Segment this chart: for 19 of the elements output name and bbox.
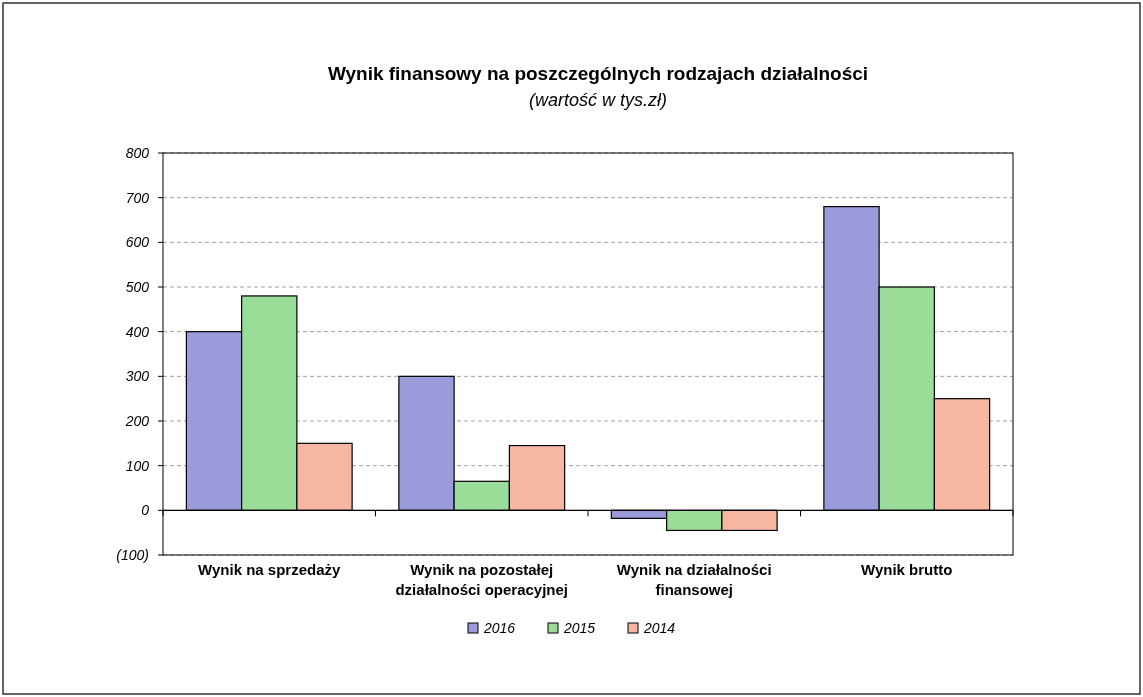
y-tick-label: 800	[125, 144, 150, 161]
y-tick-label: (100)	[116, 546, 149, 563]
x-tick-label: Wynik na działalności finansowej	[616, 561, 772, 598]
y-tick-label: 200	[124, 412, 150, 429]
y-tick-label: 700	[125, 189, 150, 206]
chart-subtitle: (wartość w tys.zł)	[528, 90, 668, 110]
legend-label: 2014	[643, 620, 676, 636]
y-tick-label: 300	[125, 368, 150, 385]
y-tick-label: 400	[125, 323, 150, 340]
y-tick-label: 100	[125, 457, 150, 474]
y-tick-label: 600	[125, 234, 150, 251]
legend-label: 2015	[563, 620, 596, 636]
legend-label: 2016	[483, 620, 516, 636]
x-tick-label: Wynik na sprzedaży	[198, 561, 342, 578]
y-tick-label: 500	[125, 278, 150, 295]
y-tick-label: 0	[141, 502, 150, 519]
chart-title: Wynik finansowy na poszczególnych rodzajach działalności	[327, 63, 869, 84]
x-tick-label: Wynik brutto	[861, 561, 953, 578]
x-tick-label: Wynik na pozostałej działalności operacyjnej	[395, 561, 569, 598]
